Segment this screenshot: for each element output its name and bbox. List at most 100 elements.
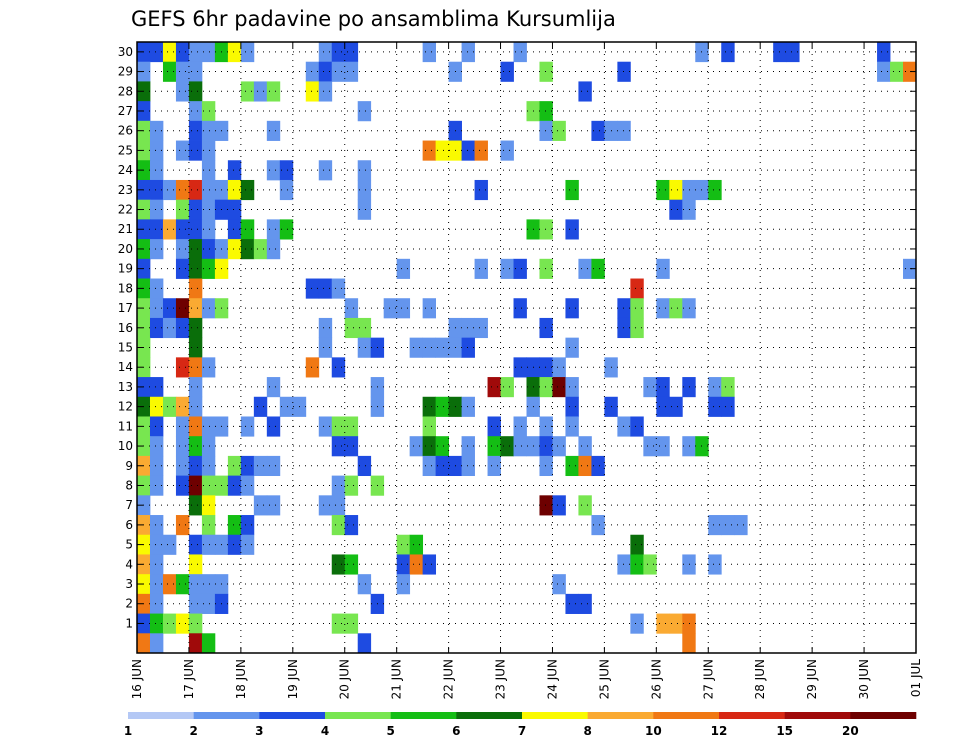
heatmap-cell: [227, 179, 242, 201]
heatmap-cell: [188, 42, 203, 63]
heatmap-cell: [630, 298, 644, 319]
heatmap-cell: [708, 554, 722, 575]
y-tick-label: 13: [118, 380, 133, 394]
heatmap-cell: [201, 416, 216, 437]
heatmap-cell: [188, 495, 203, 516]
heatmap-cell: [357, 574, 372, 595]
heatmap-cell: [500, 140, 514, 161]
heatmap-cell: [175, 416, 190, 437]
heatmap-cell: [331, 357, 346, 378]
heatmap-cell: [487, 436, 501, 457]
dotted-grid: [137, 42, 916, 653]
heatmap-cell: [331, 61, 346, 82]
heatmap-cell: [149, 160, 164, 181]
heatmap-cell: [305, 278, 320, 299]
heatmap-cell: [565, 219, 579, 240]
heatmap-cell: [682, 199, 696, 220]
heatmap-cell: [591, 258, 605, 279]
heatmap-cell: [539, 61, 553, 82]
heatmap-cell: [617, 416, 631, 437]
heatmap-cell: [461, 436, 475, 457]
y-tick-label: 27: [118, 104, 133, 118]
heatmap-cell: [357, 633, 372, 654]
heatmap-cell: [331, 495, 346, 516]
heatmap-cell: [149, 120, 164, 141]
heatmap-cell: [175, 81, 190, 102]
heatmap-cell: [266, 416, 281, 437]
heatmap-cell: [149, 199, 164, 220]
heatmap-cell: [344, 613, 359, 634]
heatmap-cell: [331, 554, 346, 575]
heatmap-cell: [175, 239, 190, 260]
heatmap-cell: [188, 613, 203, 634]
y-tick-label: 8: [125, 478, 133, 492]
heatmap-cell: [357, 337, 372, 358]
heatmap-cell: [201, 593, 216, 614]
y-tick-label: 7: [125, 498, 133, 512]
colorbar-swatch: [456, 712, 523, 719]
heatmap-cell: [175, 455, 190, 477]
y-tick-label: 5: [125, 538, 133, 552]
colorbar-swatch: [653, 712, 720, 719]
heatmap-cell: [578, 258, 592, 279]
heatmap-cell: [149, 455, 164, 477]
heatmap-cell: [435, 140, 449, 161]
heatmap-cell: [656, 179, 670, 201]
heatmap-cell: [331, 475, 346, 496]
heatmap-cell: [513, 436, 527, 457]
y-tick-label: 23: [118, 183, 133, 197]
heatmap-cell: [396, 574, 411, 595]
heatmap-cell: [409, 534, 424, 555]
heatmap-cell: [240, 515, 255, 536]
heatmap-cell: [201, 219, 216, 240]
heatmap-cell: [539, 436, 553, 457]
heatmap-cell: [201, 574, 216, 595]
heatmap-cell: [708, 396, 722, 417]
x-tick-label: 25 JUN: [597, 659, 611, 699]
colorbar-label: 3: [255, 724, 263, 738]
heatmap-cell: [500, 258, 514, 279]
heatmap-cell: [240, 42, 255, 63]
heatmap-cell: [188, 258, 203, 279]
heatmap-cell: [188, 377, 203, 398]
heatmap-cell: [539, 416, 553, 437]
heatmap-cell: [513, 357, 527, 378]
y-tick-label: 22: [118, 203, 133, 217]
x-tick-label: 19 JUN: [286, 659, 300, 699]
heatmap-cell: [617, 298, 631, 319]
heatmap-cell: [162, 574, 177, 595]
heatmap-cell: [227, 160, 242, 181]
heatmap-cell: [357, 317, 372, 339]
heatmap-cell: [253, 239, 268, 260]
heatmap-cell: [487, 416, 501, 437]
colorbar-swatch: [193, 712, 260, 719]
heatmap-cell: [149, 239, 164, 260]
heatmap-cell: [474, 140, 488, 161]
heatmap-cell: [201, 495, 216, 516]
heatmap-cell: [201, 515, 216, 536]
heatmap-cell: [331, 515, 346, 536]
heatmap-cell: [188, 475, 203, 496]
heatmap-cell: [188, 357, 203, 378]
heatmap-cell: [266, 160, 281, 181]
y-tick-label: 21: [118, 222, 133, 236]
heatmap-cell: [175, 317, 190, 339]
heatmap-cell: [201, 140, 216, 161]
heatmap-cell: [175, 179, 190, 201]
heatmap-cell: [552, 120, 566, 141]
heatmap-cell: [253, 495, 268, 516]
heatmap-cell: [279, 396, 294, 417]
heatmap-cell: [240, 475, 255, 496]
heatmap-cell: [162, 317, 177, 339]
heatmap-cell: [149, 42, 164, 63]
heatmap-cell: [279, 219, 294, 240]
heatmap-cell: [669, 199, 683, 220]
heatmap-cell: [137, 633, 151, 654]
x-tick-label: 21 JUN: [390, 659, 404, 699]
heatmap-cell: [331, 42, 346, 63]
y-tick-label: 9: [125, 459, 133, 473]
heatmap-cell: [708, 515, 722, 536]
heatmap-cell: [188, 298, 203, 319]
heatmap-cell: [578, 455, 592, 477]
heatmap-cell: [474, 258, 488, 279]
